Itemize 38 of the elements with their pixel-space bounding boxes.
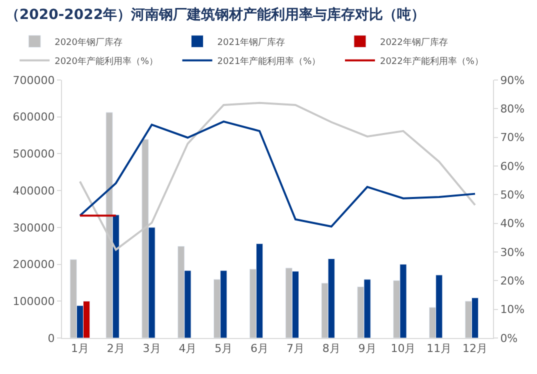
y2-tick-label: 80% — [500, 102, 525, 116]
legend-label: 2022年钢厂库存 — [380, 36, 448, 48]
y2-tick-label: 30% — [500, 246, 525, 259]
y-tick-label: 200000 — [12, 258, 55, 272]
y-tick-label: 500000 — [12, 148, 55, 161]
y2-tick-label: 70% — [500, 131, 525, 144]
y2-tick-label: 40% — [500, 217, 525, 230]
x-tick-label: 9月 — [358, 342, 376, 356]
line-series — [78, 120, 476, 228]
x-tick-label: 12月 — [462, 342, 488, 356]
x-tick-label: 3月 — [142, 342, 161, 356]
y2-tick-label: 0% — [500, 332, 518, 345]
y2-tick-label: 90% — [500, 74, 525, 87]
legend-label: 2022年产能利用率（%） — [380, 56, 484, 67]
x-tick-label: 5月 — [214, 342, 233, 356]
y2-tick-label: 10% — [500, 303, 525, 316]
chart-title: （2020-2022年）河南钢厂建筑钢材产能利用率与库存对比（吨） — [5, 6, 426, 24]
y-tick-label: 300000 — [12, 221, 55, 234]
y2-tick-label: 60% — [500, 160, 525, 173]
x-tick-label: 4月 — [178, 342, 197, 356]
x-tick-label: 6月 — [250, 342, 269, 356]
y2-tick-label: 20% — [500, 274, 525, 288]
y-tick-label: 400000 — [12, 184, 55, 198]
y2-tick-label: 50% — [500, 188, 525, 202]
y-tick-label: 0 — [48, 332, 55, 345]
x-tick-label: 11月 — [426, 342, 452, 356]
legend-label: 2021年钢厂库存 — [217, 36, 286, 48]
x-tick-label: 8月 — [322, 342, 340, 356]
x-tick-label: 2月 — [106, 342, 125, 356]
legend-label: 2020年钢厂库存 — [54, 36, 122, 48]
y-tick-label: 700000 — [12, 74, 55, 87]
y-tick-label: 600000 — [12, 110, 55, 124]
x-tick-label: 10月 — [390, 342, 416, 356]
x-tick-label: 1月 — [70, 342, 89, 356]
legend-label: 2021年产能利用率（%） — [217, 56, 321, 67]
x-tick-label: 7月 — [286, 342, 304, 356]
legend-label: 2020年产能利用率（%） — [54, 56, 158, 67]
y-tick-label: 100000 — [12, 294, 55, 308]
